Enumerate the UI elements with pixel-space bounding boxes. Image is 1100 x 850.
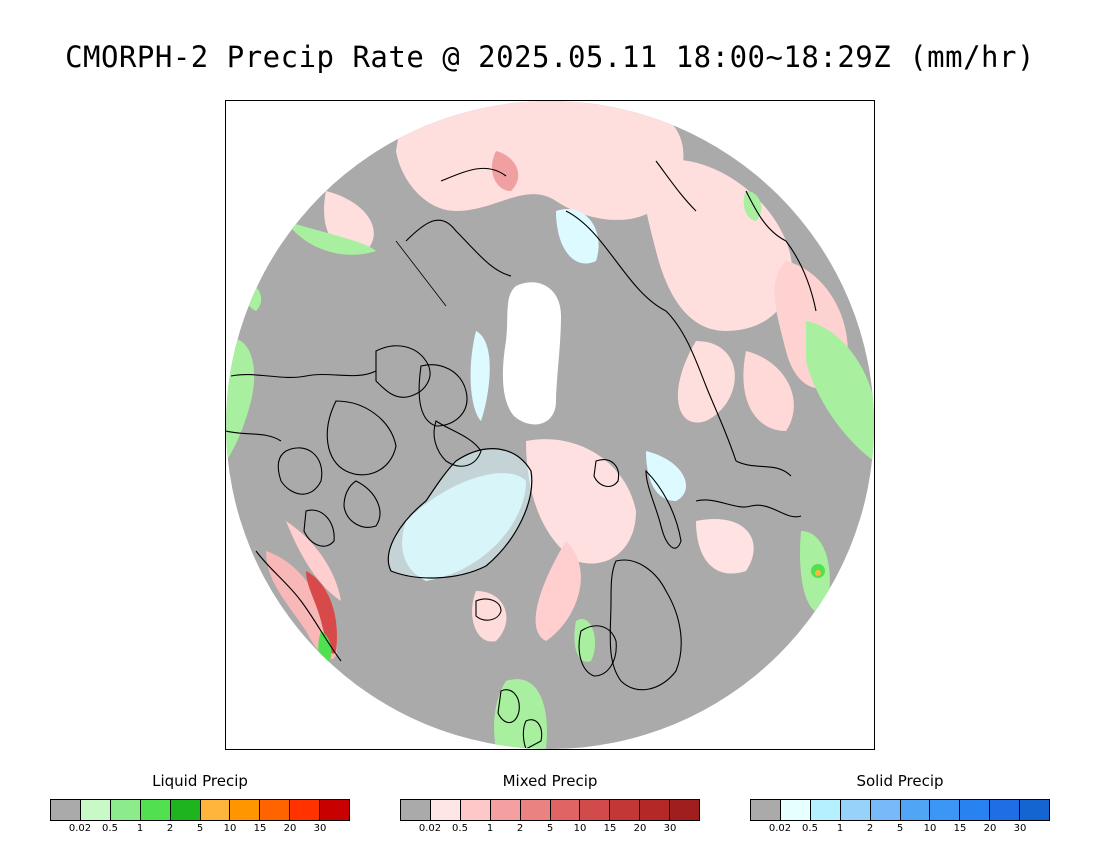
legend-ticks: 0.02 0.5 1 2 5 10 15 20 30 [50, 823, 350, 837]
legend-swatch [51, 800, 81, 820]
legend-swatch [140, 800, 171, 820]
liquid-precip-areas [226, 191, 874, 749]
legend-tick-label: 5 [896, 823, 904, 834]
legend-tick-label: 0.02 [768, 823, 792, 834]
legend-tick-label: 10 [573, 823, 587, 834]
legend-tick-label: 1 [136, 823, 144, 834]
legend-tick-label: 15 [253, 823, 267, 834]
legend-swatch [430, 800, 461, 820]
legend-swatch [80, 800, 111, 820]
legend-swatch [200, 800, 231, 820]
legend-ticks: 0.02 0.5 1 2 5 10 15 20 30 [750, 823, 1050, 837]
legend-title: Liquid Precip [152, 772, 248, 790]
legend-tick-label: 1 [486, 823, 494, 834]
legend-swatch [110, 800, 141, 820]
legend-swatch [580, 800, 611, 820]
legend-mixed: Mixed Precip 0.02 0.5 1 2 5 10 15 20 30 [400, 770, 700, 840]
legend-swatch [900, 800, 931, 820]
legend-tick-label: 0.5 [802, 823, 818, 834]
legend-tick-label: 30 [663, 823, 677, 834]
legend-swatch [810, 800, 841, 820]
legend-swatch [1020, 800, 1050, 820]
legend-tick-label: 15 [603, 823, 617, 834]
legend-title: Solid Precip [856, 772, 944, 790]
legend-swatch [840, 800, 871, 820]
legend-tick-label: 0.02 [418, 823, 442, 834]
legend-swatch [490, 800, 521, 820]
legend-tick-label: 15 [953, 823, 967, 834]
legend-swatch [230, 800, 261, 820]
legend-swatch [460, 800, 491, 820]
legend-swatch [260, 800, 291, 820]
legend-color-bar [400, 799, 700, 821]
legend-tick-label: 20 [983, 823, 997, 834]
legend-tick-label: 30 [313, 823, 327, 834]
legend-swatch [930, 800, 961, 820]
legend-swatch [640, 800, 671, 820]
coastlines [226, 160, 817, 749]
legend-tick-label: 0.5 [102, 823, 118, 834]
legend-swatch [990, 800, 1021, 820]
legend-swatch [550, 800, 581, 820]
legend-tick-label: 20 [633, 823, 647, 834]
legend-tick-label: 10 [923, 823, 937, 834]
legend-tick-label: 5 [546, 823, 554, 834]
legend-swatch [290, 800, 321, 820]
legend-swatch [170, 800, 201, 820]
legend-swatch [401, 800, 431, 820]
legend-tick-label: 1 [836, 823, 844, 834]
legend-tick-label: 0.02 [68, 823, 92, 834]
legend-title: Mixed Precip [502, 772, 598, 790]
legend-swatch [520, 800, 551, 820]
legend-tick-label: 2 [516, 823, 524, 834]
polar-data-gap [502, 282, 561, 425]
legend-tick-label: 2 [866, 823, 874, 834]
legend-swatch [870, 800, 901, 820]
legend-tick-label: 5 [196, 823, 204, 834]
legend-swatch [960, 800, 991, 820]
legend-tick-label: 30 [1013, 823, 1027, 834]
legend-tick-label: 10 [223, 823, 237, 834]
map-title: CMORPH-2 Precip Rate @ 2025.05.11 18:00~… [65, 40, 1035, 74]
greenland-outline [387, 448, 533, 579]
legend-swatch [780, 800, 811, 820]
legend-ticks: 0.02 0.5 1 2 5 10 15 20 30 [400, 823, 700, 837]
legend-swatch [610, 800, 641, 820]
map-frame [225, 100, 875, 750]
legend-swatch [320, 800, 350, 820]
legend-swatch [751, 800, 781, 820]
legend-liquid: Liquid Precip 0.02 0.5 1 2 5 10 15 20 30 [50, 770, 350, 840]
legend-tick-label: 2 [166, 823, 174, 834]
legend-color-bar [750, 799, 1050, 821]
legend-swatch [670, 800, 700, 820]
legend-color-bar [50, 799, 350, 821]
legend-tick-label: 0.5 [452, 823, 468, 834]
legend-solid: Solid Precip 0.02 0.5 1 2 5 10 15 20 30 [750, 770, 1050, 840]
legend-tick-label: 20 [283, 823, 297, 834]
polar-precip-map [226, 101, 874, 749]
